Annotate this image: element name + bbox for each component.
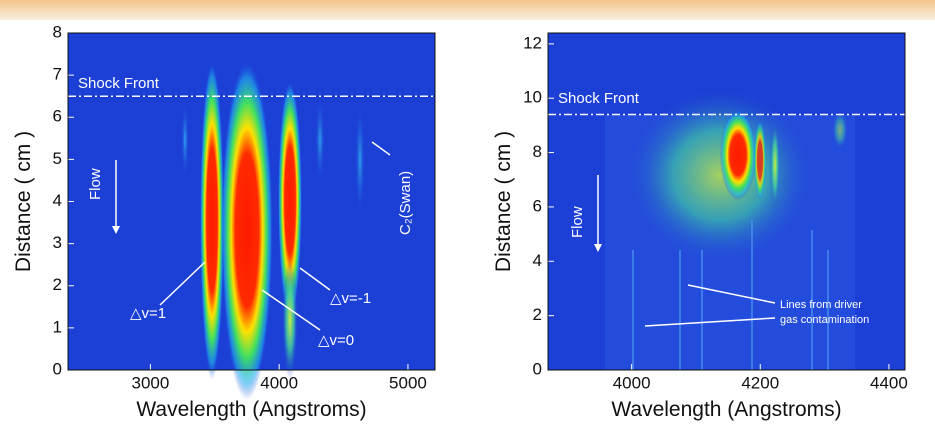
annotation: Shock Front [78, 75, 160, 92]
plot-frame [67, 32, 436, 371]
arrow [261, 289, 321, 331]
x-axis-label: Wavelength (Angstroms) [611, 398, 841, 421]
arrow [159, 261, 206, 306]
band [625, 85, 815, 265]
y-tick-label: 4 [533, 251, 542, 270]
plot-frame [547, 32, 906, 371]
annotation: Flow [87, 168, 104, 200]
x-tick-label: 3000 [131, 373, 169, 392]
y-axis-label: Distance ( cm ) [492, 131, 515, 272]
y-tick-label: 6 [533, 196, 542, 215]
band [181, 100, 189, 180]
annotation: △v=1 [130, 305, 166, 322]
band [754, 120, 766, 200]
header-bar [0, 0, 935, 20]
y-tick-label: 2 [53, 275, 62, 294]
band [221, 60, 273, 400]
panel-right: Shock Front Flow Lines from driver gas c… [548, 33, 905, 370]
faint-lines [632, 220, 829, 370]
arrow [687, 284, 776, 304]
band [832, 110, 848, 150]
annotation: △v=0 [318, 332, 354, 349]
annotation: △v=-1 [330, 290, 371, 307]
x-tick-label: 5000 [389, 373, 427, 392]
band [282, 260, 298, 380]
band [278, 80, 302, 320]
y-tick-label: 4 [53, 191, 62, 210]
y-tick-label: 8 [53, 22, 62, 41]
arrow [371, 141, 391, 156]
y-tick-label: 2 [533, 305, 542, 324]
band [770, 120, 780, 210]
annotation: C₂(Swan) [397, 171, 414, 235]
arrowhead [112, 226, 120, 234]
annotation: Lines from driver [780, 299, 862, 311]
y-tick-label: 3 [53, 233, 62, 252]
y-tick-label: 10 [523, 88, 542, 107]
annotation: gas contamination [780, 314, 869, 326]
arrow [644, 317, 776, 327]
y-tick-label: 7 [53, 65, 62, 84]
y-tick-label: 12 [523, 33, 542, 52]
y-tick-label: 0 [53, 359, 62, 378]
y-axis-label: Distance ( cm ) [12, 131, 35, 272]
y-tick-label: 6 [53, 107, 62, 126]
x-tick-label: 4000 [260, 373, 298, 392]
band [315, 95, 325, 185]
x-tick-label: 4000 [613, 373, 651, 392]
y-tick-label: 5 [53, 149, 62, 168]
band [720, 110, 756, 200]
annotation: Shock Front [558, 90, 640, 107]
band [200, 60, 224, 380]
annotation: Flow [569, 206, 586, 238]
band [355, 100, 365, 220]
y-tick-label: 1 [53, 317, 62, 336]
x-tick-label: 4200 [741, 373, 779, 392]
panel-left: Shock Front Flow △v=1 △v=0 △v=-1 C₂(Swan… [68, 33, 435, 400]
x-axis-label: Wavelength (Angstroms) [136, 398, 366, 421]
y-tick-label: 0 [533, 359, 542, 378]
x-tick-label: 4400 [870, 373, 908, 392]
arrow [299, 267, 331, 291]
y-tick-label: 8 [533, 142, 542, 161]
arrowhead [594, 244, 602, 252]
